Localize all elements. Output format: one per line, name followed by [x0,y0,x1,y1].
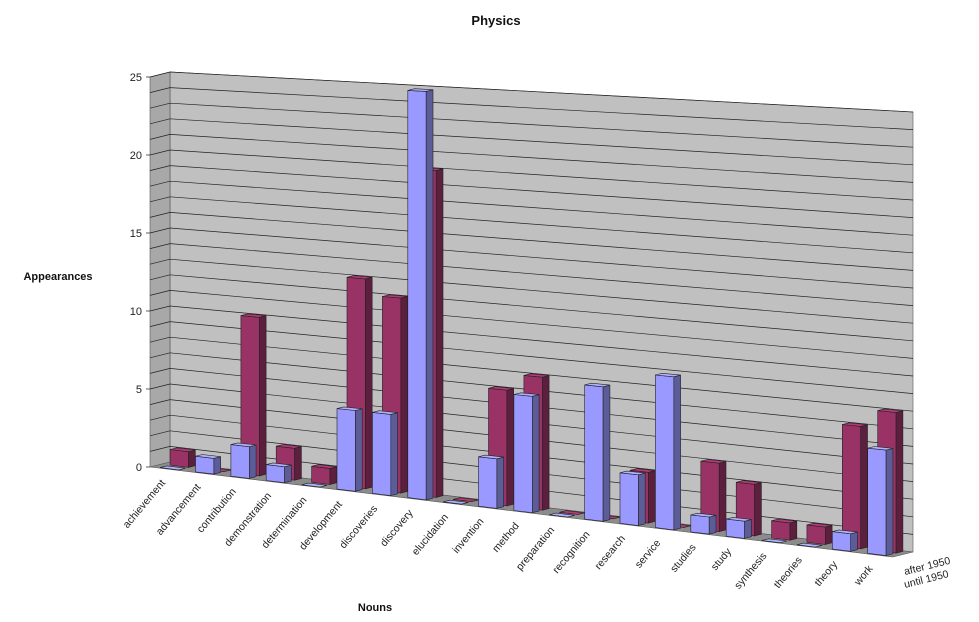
bar-until-1950 [761,538,787,544]
gridline [149,243,914,306]
gridline [149,212,914,271]
y-axis-ticks: 0 5 10 15 20 25 [130,72,150,474]
bar-until-1950 [230,442,257,479]
x-tick-label: discovery [378,507,416,549]
bar-after-1950 [240,313,267,477]
x-tick-label: research [592,533,628,572]
bar-until-1950 [195,454,221,475]
x-tick-label: recognition [550,529,592,576]
bar-until-1950 [584,382,611,522]
x-tick-label: study [709,545,735,573]
y-tick-label: 20 [130,150,142,162]
bar-until-1950 [796,542,823,548]
x-tick-label: studies [668,542,699,575]
bar-until-1950 [336,406,363,492]
gridline [149,71,914,113]
bar-after-1950 [841,422,868,550]
bar-until-1950 [831,529,858,552]
bar-after-1950 [311,464,338,485]
x-tick-label: work [851,563,876,589]
gridline [149,149,914,201]
bar-until-1950 [301,482,327,488]
bar-until-1950 [265,462,292,484]
gridline [149,102,914,148]
gridline [149,196,914,254]
bar-until-1950 [407,88,434,501]
x-tick-label: theory [812,558,840,589]
gridline [149,305,914,377]
x-tick-label: invention [450,516,486,556]
x-tick-label: theories [772,554,805,590]
gridline [149,274,914,342]
gridline [149,258,914,324]
x-tick-label: method [490,520,522,555]
gridline [149,227,914,289]
bar-until-1950 [160,465,186,471]
x-tick-label: service [633,537,664,570]
gridline [149,118,914,166]
y-axis-title: Appearances [23,271,92,283]
bar-until-1950 [867,446,894,556]
bar-until-1950 [478,454,505,509]
bar-until-1950 [549,512,575,518]
bar-until-1950 [443,499,469,505]
gridline [149,290,914,359]
bar-after-1950 [169,447,196,468]
x-axis-title: Nouns [358,602,392,614]
bar-after-1950 [806,522,833,545]
y-tick-label: 15 [130,228,142,240]
bar-until-1950 [513,392,540,514]
x-tick-label: discoveries [337,503,380,551]
x-tick-label: elucidation [410,511,452,557]
y-tick-label: 25 [130,72,142,84]
bars [160,88,904,556]
gridline [149,87,914,130]
gridline [149,180,914,236]
bar-until-1950 [372,410,398,496]
bar-until-1950 [690,512,717,535]
bar-until-1950 [619,470,646,526]
gridline [149,321,914,394]
y-tick-label: 0 [136,462,142,474]
bar-until-1950 [655,372,681,531]
bar-until-1950 [725,517,752,539]
y-tick-label: 10 [130,306,142,318]
chart-title: Physics [471,13,520,28]
x-tick-label: preparation [514,524,557,573]
gridline [149,134,914,183]
bar-after-1950 [771,518,798,541]
y-tick-label: 5 [136,384,142,396]
gridline [149,165,914,218]
x-tick-label: synthesis [732,550,769,591]
side-wall [149,71,171,468]
